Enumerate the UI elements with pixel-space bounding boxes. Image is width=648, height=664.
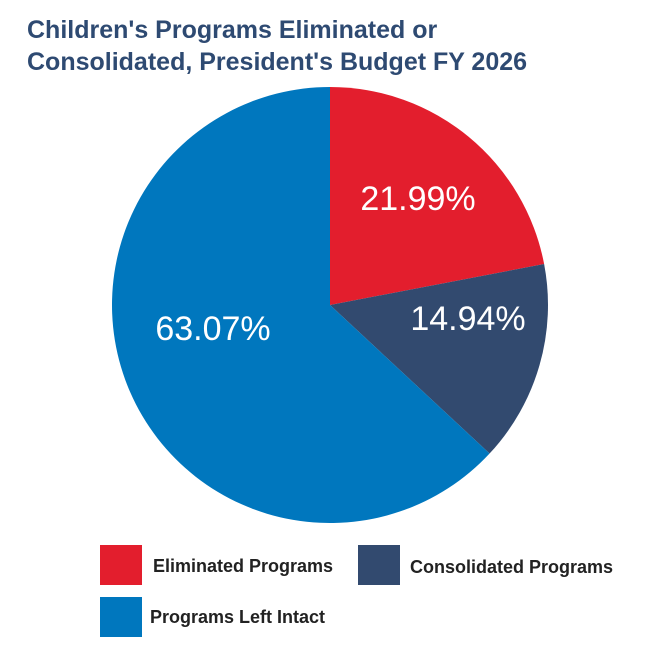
pie-slice-consolidated-programs <box>330 264 548 454</box>
chart-title-line-2: Consolidated, President's Budget FY 2026 <box>27 48 528 76</box>
legend-label-consolidated: Consolidated Programs <box>410 557 614 577</box>
data-label-consolidated-programs: 14.94% <box>410 300 525 338</box>
chart-title: Children's Programs Eliminated or Consol… <box>27 14 527 78</box>
data-label-eliminated-programs: 21.99% <box>360 180 475 218</box>
legend-swatch-intact <box>100 597 142 637</box>
data-label-programs-left-intact: 63.07% <box>155 310 270 348</box>
legend-swatch-eliminated <box>100 545 142 585</box>
legend-label-intact: Programs Left Intact <box>150 607 326 627</box>
legend-swatch-consolidated <box>358 545 400 585</box>
chart-title-line-1: Children's Programs Eliminated or <box>27 16 438 44</box>
legend-label-eliminated: Eliminated Programs <box>153 556 334 576</box>
pie-slice-programs-left-intact <box>112 87 490 523</box>
pie-slice-eliminated-programs <box>330 87 545 305</box>
